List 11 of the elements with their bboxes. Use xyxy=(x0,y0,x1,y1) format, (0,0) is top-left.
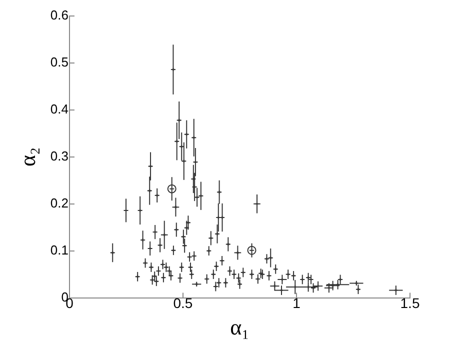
x-tick-label: 1 xyxy=(292,295,301,312)
y-axis-title: α₂ xyxy=(14,147,40,166)
x-axis-title: α₁ xyxy=(230,314,250,340)
y-tick-label: 0.1 xyxy=(50,242,68,258)
y-tick-label: 0.3 xyxy=(50,148,68,164)
x-tick-label: 1.5 xyxy=(400,295,420,312)
y-tick-label: 0.6 xyxy=(50,8,68,23)
y-tick-label: 0.2 xyxy=(50,195,68,210)
y-tick-label: 0.4 xyxy=(50,102,68,117)
x-tick-label: 0.5 xyxy=(173,295,193,312)
y-tick-label: 0.5 xyxy=(50,54,68,70)
